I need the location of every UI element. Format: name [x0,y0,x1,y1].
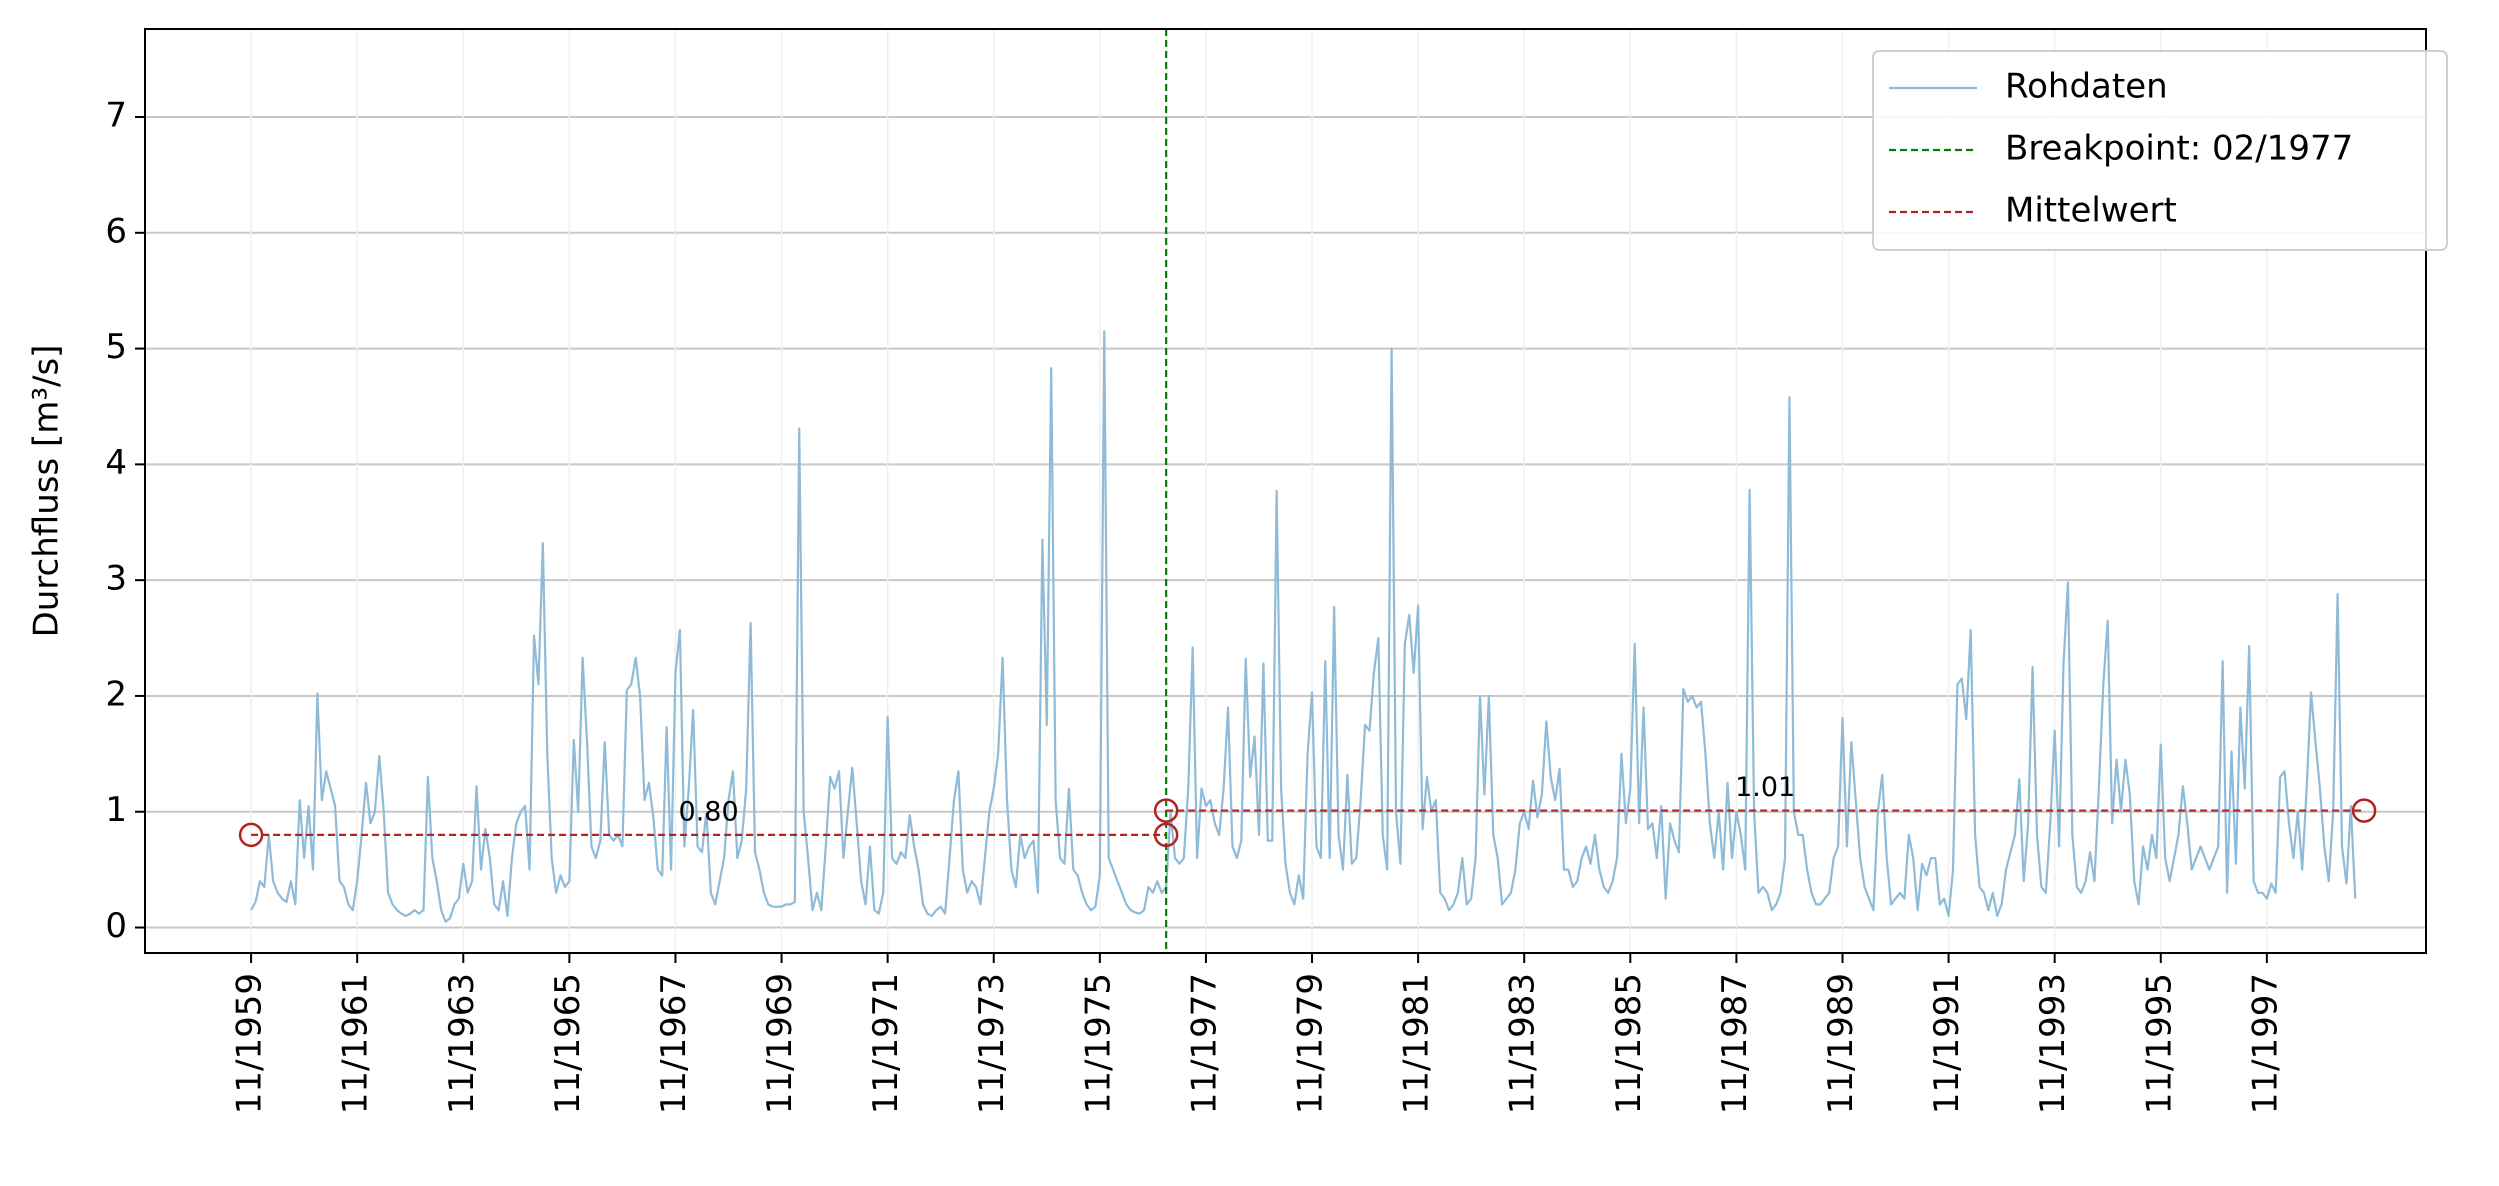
x-tick-label: 11/1981 [1397,973,1437,1114]
legend-box [1872,50,2448,251]
y-tick-label: 6 [105,211,127,251]
mean-start-marker [1153,798,1179,823]
mean-start-marker [238,822,264,848]
data-line [250,330,2357,923]
x-tick-label: 11/1961 [336,973,376,1114]
y-tick-label: 2 [105,674,127,714]
legend-label: Breakpoint: 02/1977 [2005,129,2353,169]
mean-value-label: 1.01 [1735,772,1795,803]
y-tick-label: 1 [105,790,127,830]
x-tick-label: 11/1997 [2245,973,2285,1114]
x-tick-label: 11/1967 [654,973,694,1114]
axes: 0 1 2 3 4 5 6 7 11/1959 11/1961 11/1963 11/1965 11/1… [105,96,2285,1115]
x-tick-label: 11/1971 [866,973,906,1114]
x-tick-label: 11/1993 [2033,973,2073,1114]
mean-value-label: 0.80 [679,796,739,827]
y-axis-label: Durchfluss [m³/s] [27,345,67,638]
x-tick-label: 11/1989 [1821,973,1861,1114]
x-tick-label: 11/1975 [1078,973,1118,1114]
x-tick-label: 11/1987 [1715,973,1755,1114]
x-tick-label: 11/1959 [230,973,270,1114]
y-tick-label: 3 [105,559,127,599]
legend-label: Rohdaten [2005,67,2168,107]
x-tick-label: 11/1979 [1291,973,1331,1114]
x-tick-label: 11/1983 [1503,973,1543,1114]
marks: 0.80 1.01 [238,29,2377,953]
mean-end-marker [2351,798,2377,823]
grid [145,29,2426,953]
x-tick-label: 11/1985 [1609,973,1649,1114]
y-tick-label: 5 [105,327,127,367]
x-tick-label: 11/1963 [442,973,482,1114]
plot-frame [144,28,2427,954]
x-tick-label: 11/1973 [972,973,1012,1114]
x-tick-label: 11/1995 [2139,973,2179,1114]
legend-label: Mittelwert [2005,191,2177,231]
y-tick-label: 0 [105,906,127,946]
x-tick-label: 11/1991 [1927,973,1967,1114]
x-tick-label: 11/1977 [1184,973,1224,1114]
x-tick-label: 11/1965 [548,973,588,1114]
y-tick-label: 4 [105,443,127,483]
mean-end-marker [1153,822,1179,848]
x-tick-label: 11/1969 [760,973,800,1114]
y-tick-label: 7 [105,96,127,136]
legend: Rohdaten Breakpoint: 02/1977 Mittelwert [1872,50,2448,251]
